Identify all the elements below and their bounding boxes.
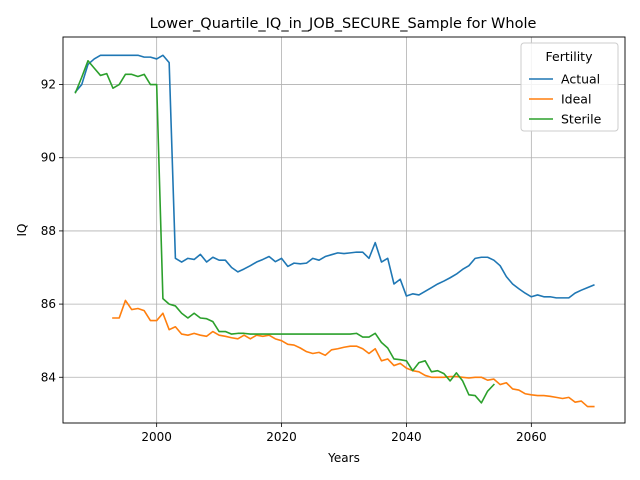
y-axis-label: IQ xyxy=(15,224,29,237)
y-tick-label-0: 84 xyxy=(41,370,56,384)
x-tick-label-1: 2020 xyxy=(266,430,297,444)
legend-label-actual: Actual xyxy=(561,72,600,87)
x-tick-label-3: 2060 xyxy=(516,430,547,444)
series-line-sterile xyxy=(74,59,496,404)
legend: Fertility Actual Ideal Sterile xyxy=(520,42,619,132)
x-axis-ticks: 2000 2020 2040 2060 xyxy=(141,423,547,444)
chart-title: Lower_Quartile_IQ_in_JOB_SECURE_Sample f… xyxy=(150,16,537,32)
legend-label-sterile: Sterile xyxy=(561,112,602,127)
legend-box xyxy=(520,42,619,132)
y-tick-label-4: 92 xyxy=(41,78,56,92)
legend-label-ideal: Ideal xyxy=(561,92,591,107)
y-tick-label-3: 90 xyxy=(41,151,56,165)
legend-title: Fertility xyxy=(546,49,594,64)
y-axis-ticks: 84 86 88 90 92 xyxy=(41,78,63,384)
y-tick-label-1: 86 xyxy=(41,297,56,311)
series-line-ideal xyxy=(112,299,595,408)
x-axis-label: Years xyxy=(327,451,360,465)
x-tick-label-0: 2000 xyxy=(141,430,172,444)
x-tick-label-2: 2040 xyxy=(391,430,422,444)
legend-entries: Actual Ideal Sterile xyxy=(529,72,602,127)
plot-frame xyxy=(62,36,626,424)
series-layer xyxy=(74,54,595,408)
y-tick-label-2: 88 xyxy=(41,224,56,238)
series-line-actual xyxy=(74,54,595,299)
